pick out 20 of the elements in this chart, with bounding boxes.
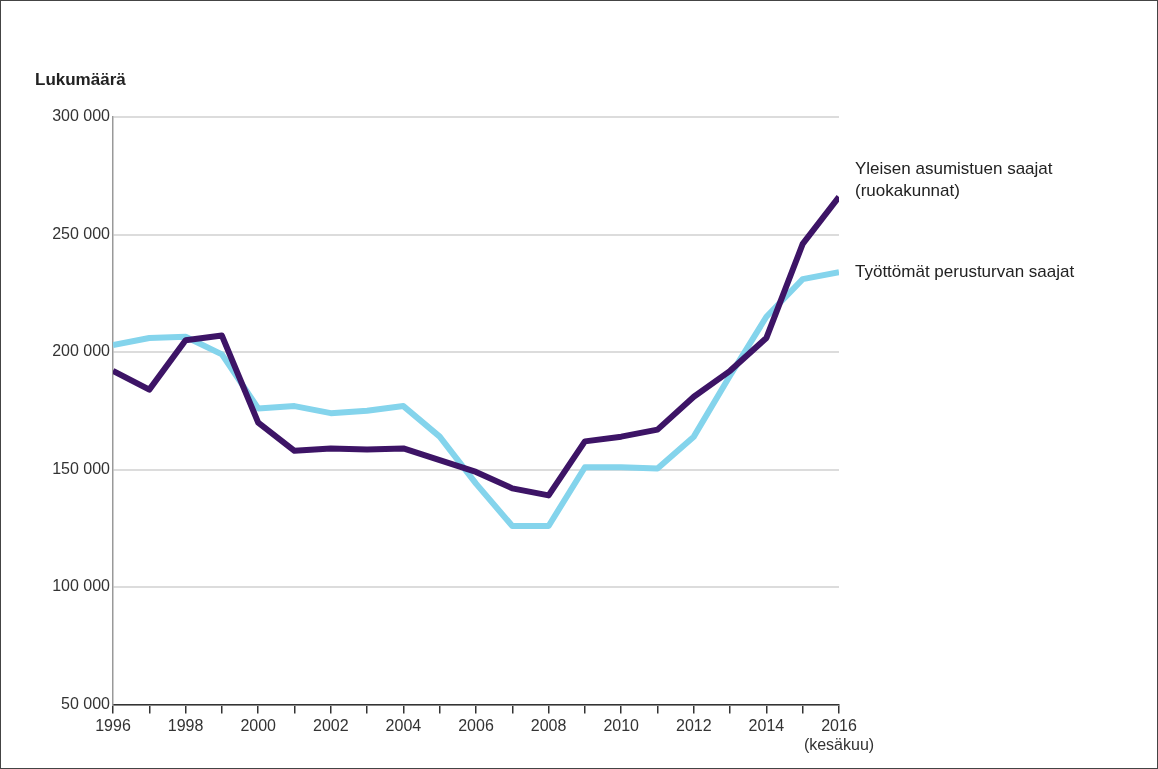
x-tick-label: 2012 xyxy=(676,716,712,734)
x-tick-label: 2006 xyxy=(458,716,494,734)
series-label: Työttömät perusturvan saajat xyxy=(855,261,1075,281)
y-tick-label: 100 000 xyxy=(52,577,111,595)
x-tick-label: 2004 xyxy=(385,716,422,734)
y-tick-label: 150 000 xyxy=(52,459,111,477)
x-tick-label: 2014 xyxy=(748,716,785,734)
series-label: Yleisen asumistuen saajat (ruokakunnat) xyxy=(855,158,1053,200)
x-tick-label: 2008 xyxy=(530,716,567,734)
y-tick-label: 50 000 xyxy=(61,695,111,713)
x-tick-label: 1996 xyxy=(95,716,131,734)
x-tick-label: 2002 xyxy=(313,716,349,734)
y-tick-label: 200 000 xyxy=(52,342,111,360)
x-tick-label: 1998 xyxy=(167,716,204,734)
y-tick-label: 250 000 xyxy=(52,224,111,242)
x-tick-label: 2016 (kesäkuu) xyxy=(803,716,875,753)
y-axis-title: Lukumäärä xyxy=(35,70,127,90)
y-tick-label: 300 000 xyxy=(52,107,111,125)
x-tick-label: 2000 xyxy=(240,716,277,734)
x-tick-label: 2010 xyxy=(603,716,640,734)
